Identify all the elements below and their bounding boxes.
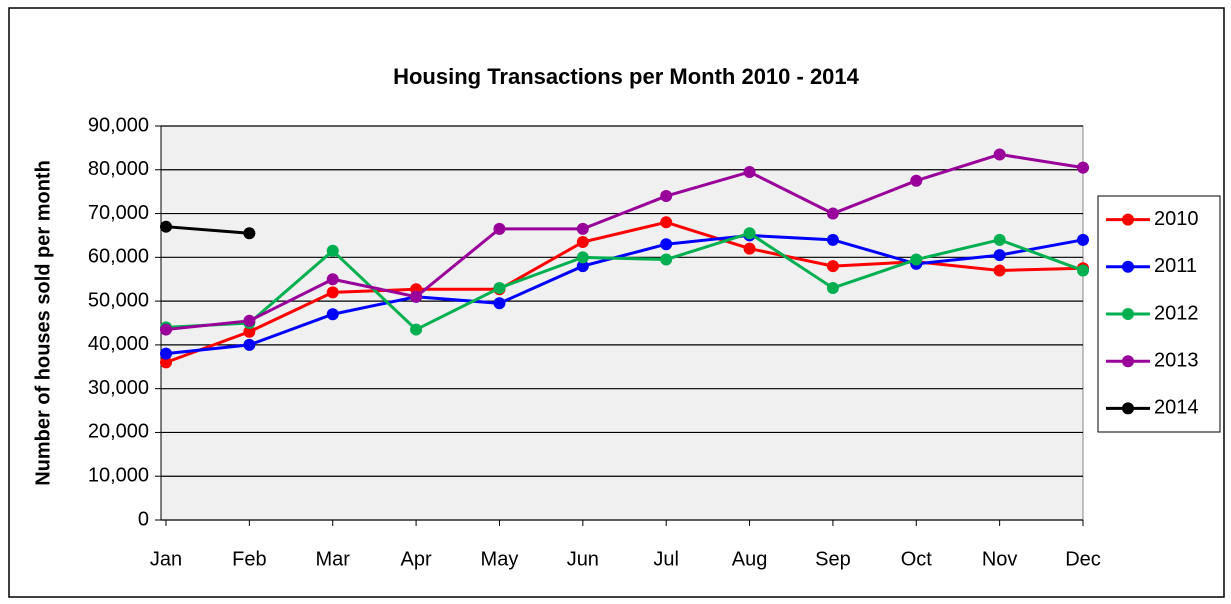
data-point xyxy=(243,325,256,338)
series-line xyxy=(165,152,1084,332)
x-tick-label: Jan xyxy=(150,548,182,570)
data-point xyxy=(910,174,923,187)
y-tick-label: 40,000 xyxy=(88,333,149,355)
data-point xyxy=(910,253,923,266)
x-tick-label: Nov xyxy=(982,548,1018,570)
data-point xyxy=(743,242,756,255)
y-tick-label: 30,000 xyxy=(88,377,149,399)
data-point xyxy=(326,244,339,257)
data-point xyxy=(160,323,172,336)
data-point xyxy=(660,253,673,266)
data-point xyxy=(576,260,589,273)
data-point xyxy=(576,236,589,249)
data-point xyxy=(660,216,673,229)
y-tick-label: 90,000 xyxy=(88,114,149,136)
data-point xyxy=(1077,161,1089,174)
data-point xyxy=(326,273,339,286)
data-point xyxy=(410,290,423,303)
data-point xyxy=(576,251,589,264)
data-point xyxy=(1077,264,1089,277)
series-line xyxy=(165,231,1084,332)
series-line xyxy=(165,225,250,235)
data-point xyxy=(993,264,1006,277)
data-point xyxy=(576,222,589,235)
data-point xyxy=(326,308,339,321)
y-tick-label: 60,000 xyxy=(88,246,149,268)
data-point xyxy=(660,238,673,251)
data-point xyxy=(243,227,256,240)
data-point xyxy=(826,281,839,294)
data-point xyxy=(326,286,339,299)
data-point xyxy=(160,356,172,369)
legend-marker xyxy=(1122,260,1134,273)
x-tick-label: Apr xyxy=(401,548,432,570)
data-point xyxy=(243,338,256,351)
x-tick-label: Sep xyxy=(815,548,851,570)
legend-marker xyxy=(1122,355,1134,368)
y-tick-label: 70,000 xyxy=(88,202,149,224)
y-tick-label: 0 xyxy=(138,508,149,530)
data-point xyxy=(743,227,756,240)
x-tick-label: Aug xyxy=(732,548,768,570)
data-point xyxy=(493,281,506,294)
y-tick-label: 50,000 xyxy=(88,289,149,311)
y-tick-label: 20,000 xyxy=(88,421,149,443)
data-point xyxy=(826,260,839,273)
y-tick-label: 10,000 xyxy=(88,465,149,487)
data-point xyxy=(993,148,1006,161)
data-point xyxy=(410,323,423,336)
chart-title: Housing Transactions per Month 2010 - 20… xyxy=(393,64,860,89)
x-tick-label: Oct xyxy=(901,548,933,570)
y-tick-label: 80,000 xyxy=(88,158,149,180)
x-tick-label: Feb xyxy=(232,548,266,570)
data-point xyxy=(660,190,673,203)
x-tick-label: Mar xyxy=(316,548,351,570)
series-line xyxy=(165,233,1084,356)
legend-marker xyxy=(1122,308,1134,320)
legend-label: 2013 xyxy=(1154,349,1199,371)
legend-marker xyxy=(1122,402,1134,415)
data-point xyxy=(743,165,756,178)
legend-label: 2010 xyxy=(1154,208,1199,230)
data-point xyxy=(493,222,506,235)
data-point xyxy=(993,249,1006,262)
data-point xyxy=(993,233,1006,246)
data-point xyxy=(826,207,839,220)
data-point xyxy=(243,314,256,327)
plot-area xyxy=(160,125,1084,521)
data-point xyxy=(160,220,172,233)
x-tick-label: Jul xyxy=(653,548,679,570)
data-point xyxy=(1077,233,1089,246)
y-axis-label: Number of houses sold per month xyxy=(32,160,54,486)
legend-marker xyxy=(1122,213,1134,226)
legend-label: 2011 xyxy=(1154,255,1197,277)
data-point xyxy=(160,347,172,360)
data-point xyxy=(493,297,506,310)
legend-label: 2012 xyxy=(1154,302,1199,324)
x-tick-label: Jun xyxy=(567,548,599,570)
legend-label: 2014 xyxy=(1154,397,1199,419)
x-tick-label: May xyxy=(481,548,519,570)
x-tick-label: Dec xyxy=(1065,548,1101,570)
data-point xyxy=(826,233,839,246)
